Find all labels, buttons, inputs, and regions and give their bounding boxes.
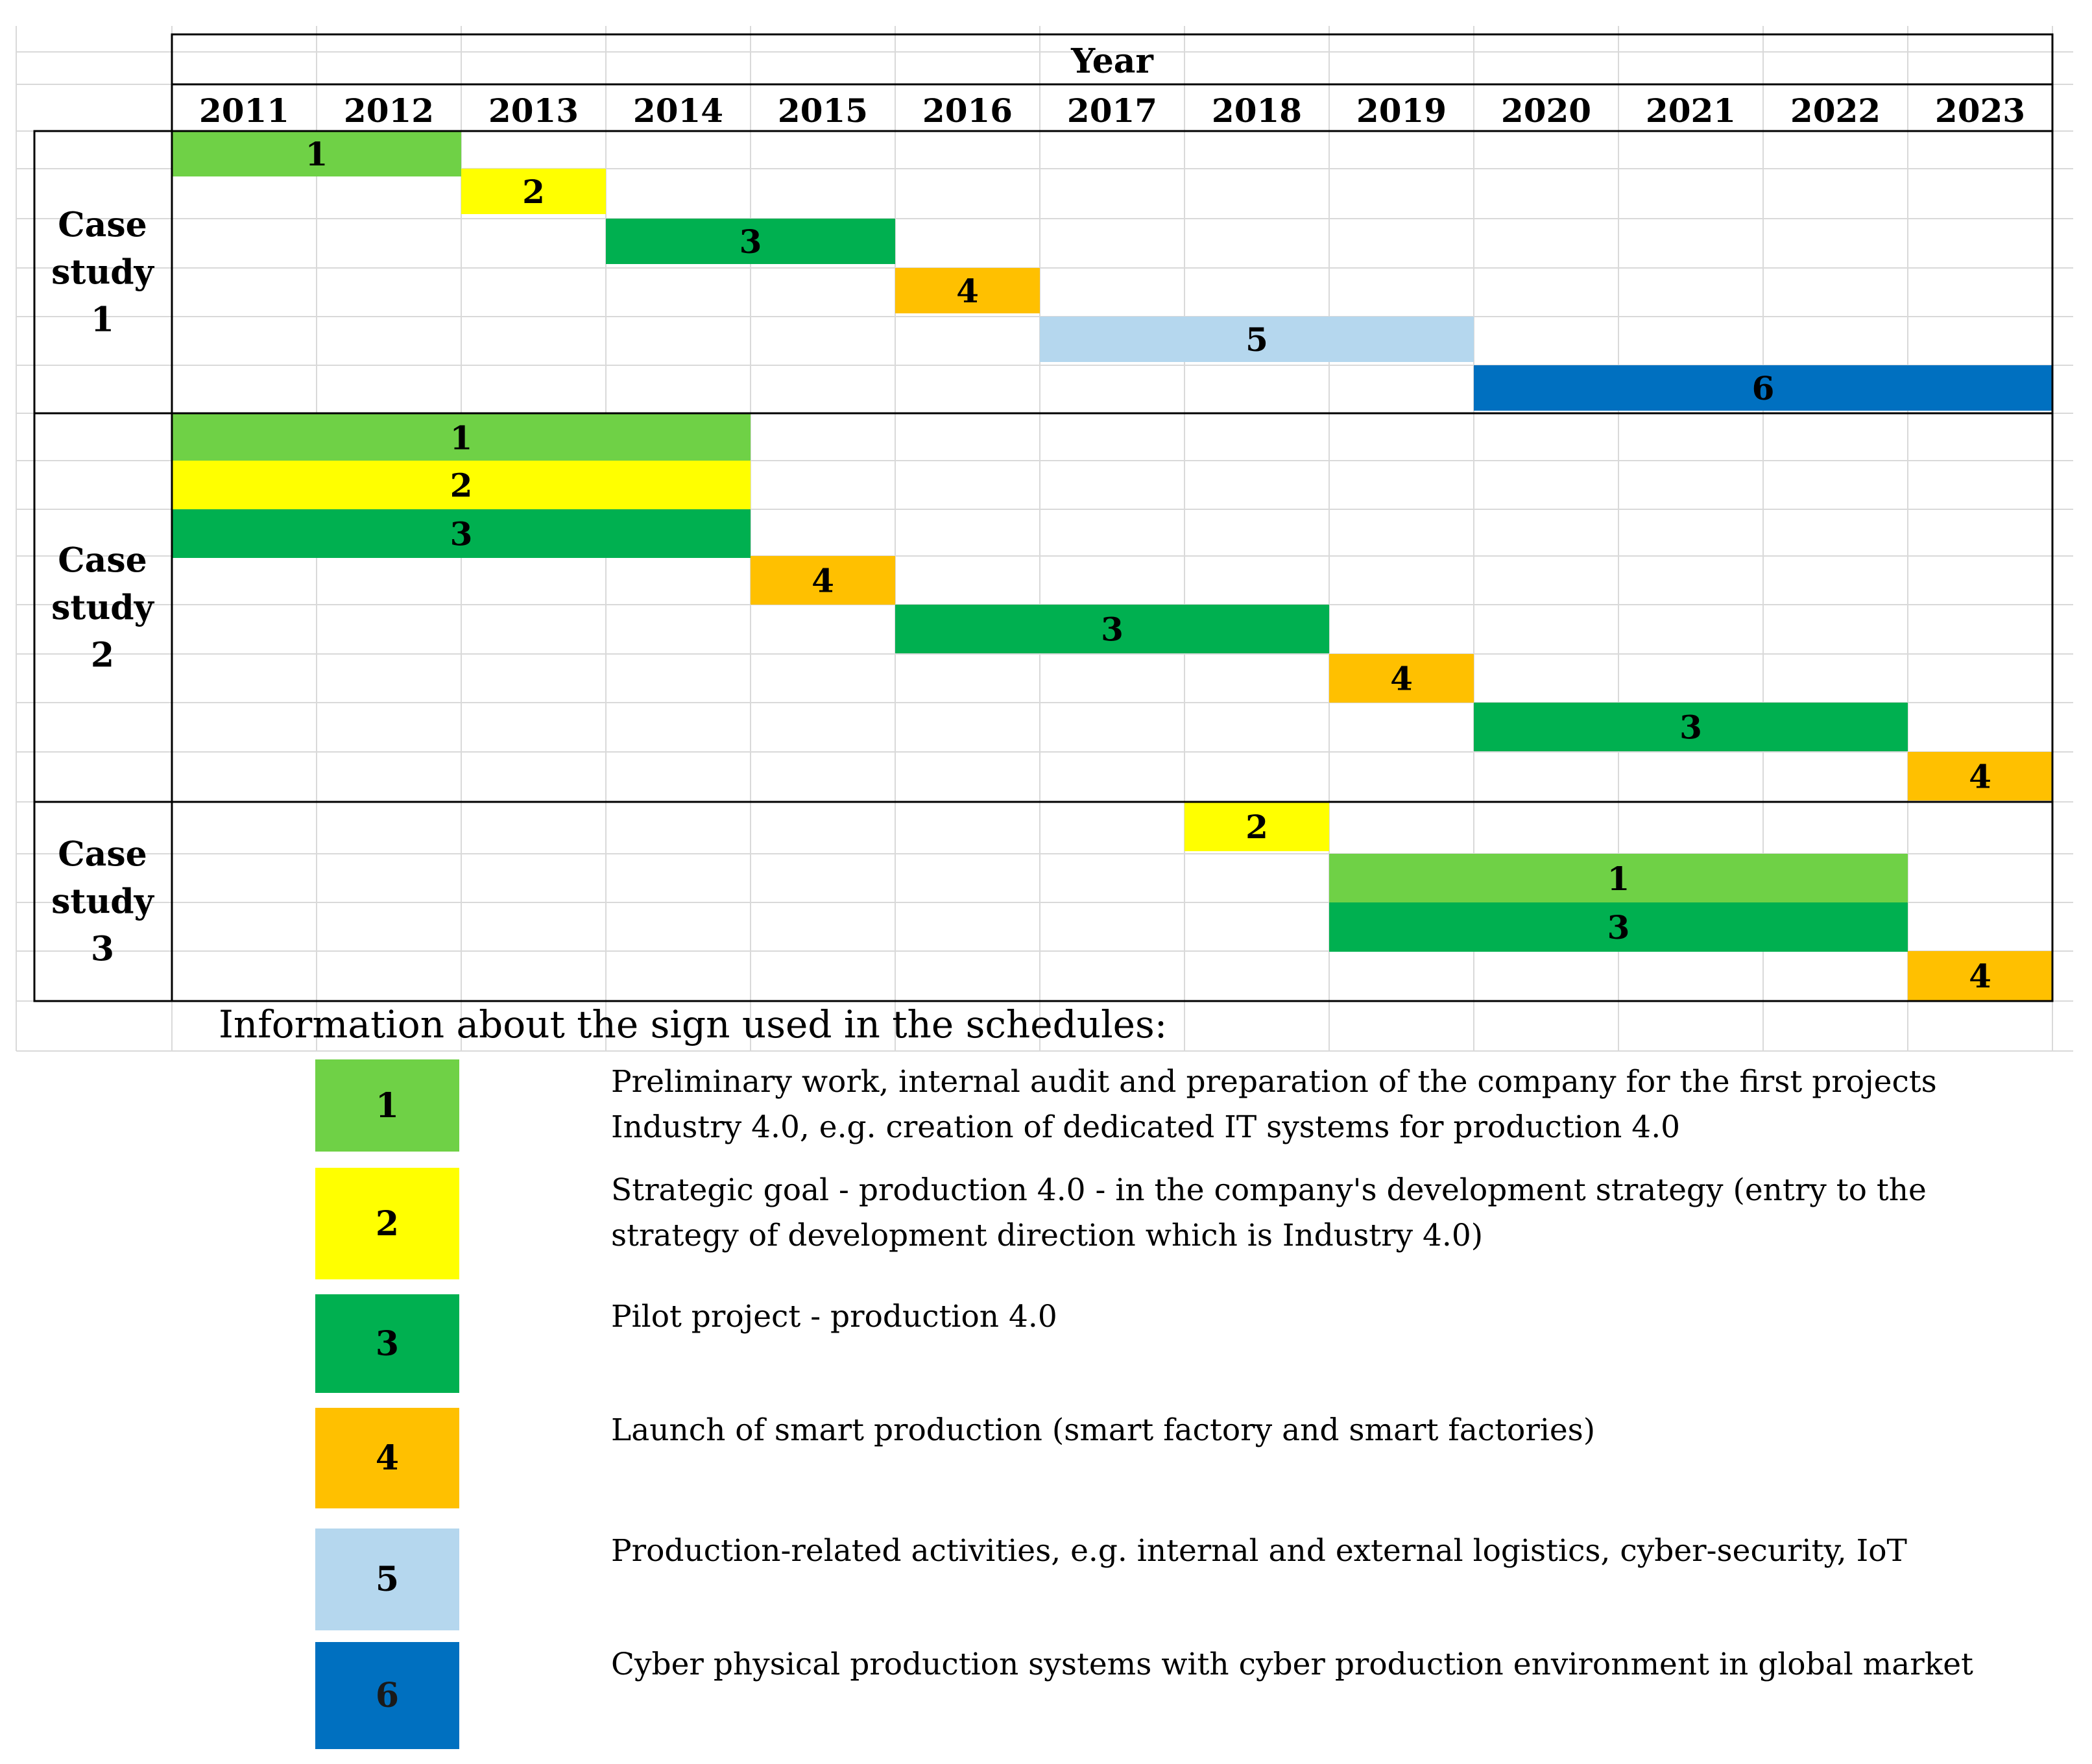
gantt-bar — [751, 556, 895, 605]
legend-description-line: Strategic goal - production 4.0 - in the… — [611, 1172, 1927, 1208]
legend-description-line: Cyber physical production systems with c… — [611, 1647, 1973, 1682]
bar-label: 4 — [1390, 660, 1413, 698]
bar-label: 4 — [956, 272, 979, 310]
legend-swatch: 6 — [315, 1642, 459, 1749]
bar-label: 5 — [1245, 320, 1268, 359]
case-study-frame — [33, 801, 2054, 1002]
bar-label: 3 — [1607, 908, 1630, 947]
gantt-bar — [606, 219, 895, 264]
legend-description: Strategic goal - production 4.0 - in the… — [611, 1168, 2041, 1259]
case-study-label: 2 — [91, 636, 114, 675]
gantt-bar — [1474, 703, 1908, 751]
legend-item: 3 Pilot project - production 4.0 — [36, 1294, 2054, 1393]
gantt-bar — [1329, 854, 1908, 903]
gantt-bar — [1329, 902, 1908, 952]
gantt-bar — [461, 169, 606, 214]
legend-description: Preliminary work, internal audit and pre… — [611, 1059, 2041, 1150]
legend-swatch: 4 — [315, 1408, 459, 1508]
legend-swatch: 1 — [315, 1059, 459, 1152]
gantt-bar — [895, 268, 1040, 313]
bar-label: 4 — [1969, 957, 1991, 995]
legend-description: Launch of smart production (smart factor… — [611, 1408, 2041, 1453]
bar-label: 4 — [812, 562, 834, 600]
gantt-bar — [172, 461, 751, 509]
legend-item: 4 Launch of smart production (smart fact… — [36, 1408, 2054, 1508]
gantt-bar — [172, 413, 751, 462]
gantt-bar — [172, 131, 461, 176]
legend-item: 5 Production-related activities, e.g. in… — [36, 1528, 2054, 1630]
year-tick-label: 2021 — [1646, 91, 1736, 130]
bar-label: 3 — [739, 223, 762, 261]
year-tick-label: 2020 — [1501, 91, 1591, 130]
case-study-label: study — [51, 253, 154, 293]
legend-description-line: Industry 4.0, e.g. creation of dedicated… — [611, 1109, 1681, 1145]
gantt-bar — [1908, 951, 2052, 1000]
bar-label: 2 — [450, 466, 473, 505]
case-study-label: 1 — [91, 300, 114, 340]
year-tick-label: 2022 — [1790, 91, 1881, 130]
case-study-label: Case — [58, 541, 147, 581]
legend-title: Information about the sign used in the s… — [219, 1002, 1168, 1046]
legend-item: 6 Cyber physical production systems with… — [36, 1642, 2054, 1749]
year-tick-label: 2015 — [778, 91, 868, 130]
year-tick-label: 2012 — [344, 91, 434, 130]
year-tick-label: 2019 — [1356, 91, 1447, 130]
legend-description-line: Pilot project - production 4.0 — [611, 1299, 1057, 1335]
gantt-bar — [1040, 317, 1474, 362]
year-tick-label: 2016 — [922, 91, 1013, 130]
legend-description-line: Launch of smart production (smart factor… — [611, 1412, 1596, 1448]
legend-description: Pilot project - production 4.0 — [611, 1294, 2041, 1340]
bar-label: 3 — [1679, 708, 1702, 747]
gantt-bar — [1184, 802, 1329, 851]
year-tick-label: 2013 — [488, 91, 579, 130]
bar-label: 3 — [1101, 610, 1124, 649]
year-tick-label: 2023 — [1935, 91, 2025, 130]
legend-item: 2 Strategic goal - production 4.0 - in t… — [36, 1168, 2054, 1279]
bar-label: 1 — [450, 419, 473, 457]
bar-label: 3 — [450, 515, 473, 553]
legend-item: 1 Preliminary work, internal audit and p… — [36, 1059, 2054, 1152]
year-tick-label: 2018 — [1212, 91, 1302, 130]
gantt-bar — [895, 605, 1329, 653]
bar-label: 2 — [522, 173, 545, 211]
legend-description: Production-related activities, e.g. inte… — [611, 1528, 2041, 1574]
gantt-bar — [172, 509, 751, 558]
legend-swatch: 3 — [315, 1294, 459, 1393]
case-study-label: study — [51, 588, 154, 628]
gantt-bar — [1474, 365, 2052, 411]
year-tick-label: 2011 — [199, 91, 289, 130]
legend-description: Cyber physical production systems with c… — [611, 1642, 2041, 1687]
legend-description-line: Production-related activities, e.g. inte… — [611, 1533, 1907, 1569]
gantt-bar — [1908, 752, 2052, 801]
bar-label: 6 — [1752, 369, 1775, 407]
gantt-bar — [1329, 654, 1474, 703]
bar-label: 2 — [1245, 808, 1268, 846]
bar-label: 4 — [1969, 758, 1991, 796]
bar-label: 1 — [306, 135, 328, 173]
legend-swatch: 5 — [315, 1528, 459, 1630]
year-tick-label: 2017 — [1067, 91, 1157, 130]
case-study-label: Case — [58, 835, 147, 875]
case-study-label: 3 — [91, 930, 114, 969]
legend-swatch: 2 — [315, 1168, 459, 1279]
case-study-label: Case — [58, 206, 147, 245]
bar-label: 1 — [1607, 860, 1630, 898]
legend-description-line: strategy of development direction which … — [611, 1218, 1484, 1253]
legend-description-line: Preliminary work, internal audit and pre… — [611, 1064, 1937, 1100]
chart-header: Year — [1070, 42, 1153, 81]
year-tick-label: 2014 — [633, 91, 723, 130]
case-study-label: study — [51, 882, 154, 922]
